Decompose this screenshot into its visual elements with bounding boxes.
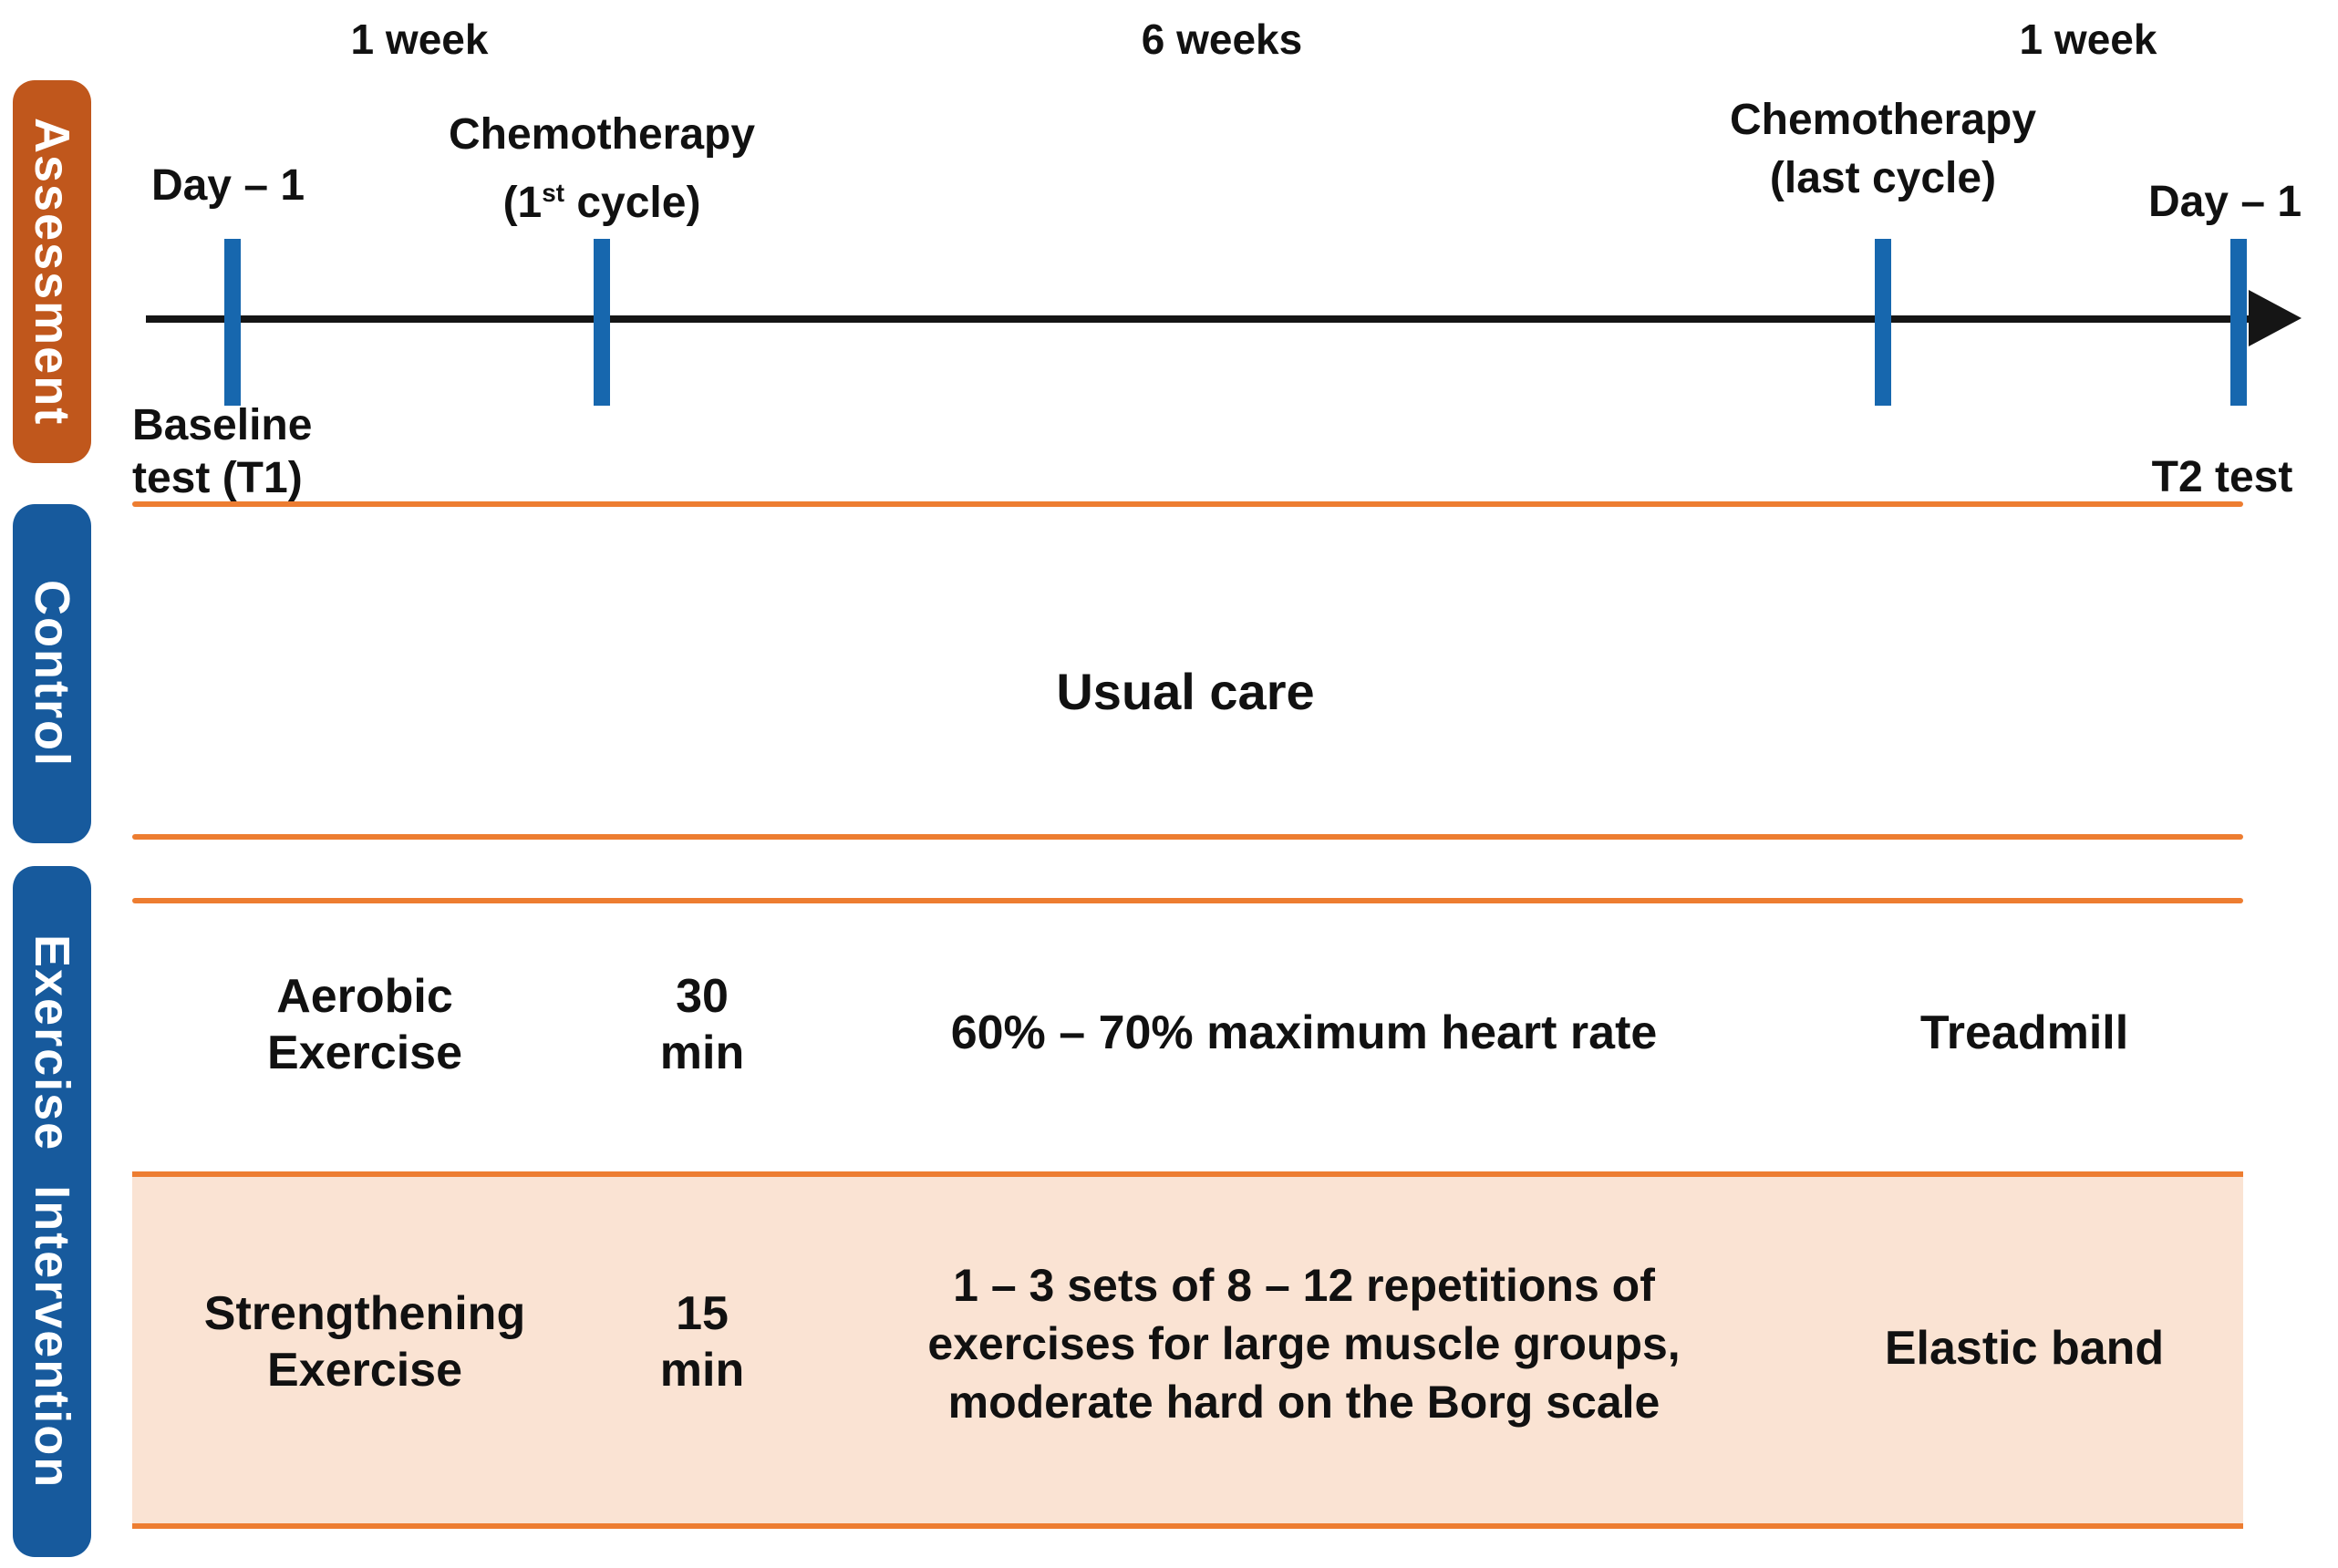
event-day-minus1-left: Day – 1 [150,161,305,210]
aerobic-duration-unit: min [659,1026,745,1079]
chemo-last-line2: (last cycle) [1769,154,1997,202]
aerobic-name-cell: Aerobic Exercise [228,968,502,1081]
event-chemo-first-cycle: Chemotherapy (1st cycle) [392,106,812,232]
chemo-last-line1: Chemotherapy [1729,96,2037,144]
aerobic-name-line1: Aerobic [276,970,453,1023]
duration-label-6weeks: 6 weeks [1141,15,1303,63]
sidebar-label-exercise-intervention: Exercise Intervention [13,866,91,1557]
timeline-tick-t2 [2230,239,2247,406]
assessment-label-text: Assessment [25,117,79,427]
aerobic-intensity-cell: 60% – 70% maximum heart rate [950,1006,1658,1059]
strengthening-desc-line3: moderate hard on the Borg scale [947,1377,1660,1428]
chemo-first-line1: Chemotherapy [448,110,756,159]
timeline-axis [146,315,2252,323]
timeline-tick-baseline [224,239,241,406]
timeline-tick-chemo-last [1875,239,1891,406]
usual-care-text: Usual care [1056,663,1315,720]
strengthening-duration-unit: min [659,1344,745,1397]
sidebar-label-control: Control [13,504,91,843]
strengthening-duration-value: 15 [676,1287,729,1340]
aerobic-duration-cell: 30 min [611,968,793,1081]
strengthening-name-line2: Exercise [267,1344,462,1397]
intervention-label-text: Exercise Intervention [25,934,79,1490]
strengthening-name-cell: Strengthening Exercise [201,1285,529,1398]
strengthening-desc-line2: exercises for large muscle groups, [927,1318,1681,1369]
strengthening-row-background [132,1171,2243,1529]
aerobic-duration-value: 30 [676,970,729,1023]
event-chemo-last-cycle: Chemotherapy (last cycle) [1673,91,2093,208]
strengthening-name-line1: Strengthening [203,1287,526,1340]
baseline-test-line1: Baseline [132,401,313,449]
aerobic-name-line2: Exercise [267,1026,462,1079]
divider-exercise-top [132,898,2243,903]
divider-control-bottom [132,834,2243,840]
duration-label-1week-left: 1 week [350,15,489,63]
ordinal-superscript: st [542,179,564,207]
arrow-right-icon [2249,290,2302,346]
strengthening-description-cell: 1 – 3 sets of 8 – 12 repetitions of exer… [848,1256,1760,1431]
chemo-first-line2: (1st cycle) [502,179,701,227]
event-day-minus1-right: Day – 1 [2147,178,2302,226]
sidebar-label-assessment: Assessment [13,80,91,463]
strengthening-equipment-cell: Elastic band [1884,1322,2165,1375]
event-baseline-test: Baseline test (T1) [132,399,312,505]
strengthening-duration-cell: 15 min [611,1285,793,1398]
baseline-test-line2: test (T1) [132,454,303,502]
control-label-text: Control [25,580,79,768]
event-t2-test: T2 test [2151,453,2293,501]
duration-label-1week-right: 1 week [2019,15,2157,63]
aerobic-equipment-cell: Treadmill [1919,1006,2129,1059]
timeline-tick-chemo-first [594,239,610,406]
divider-control-top [132,501,2243,507]
strengthening-desc-line1: 1 – 3 sets of 8 – 12 repetitions of [953,1260,1655,1311]
